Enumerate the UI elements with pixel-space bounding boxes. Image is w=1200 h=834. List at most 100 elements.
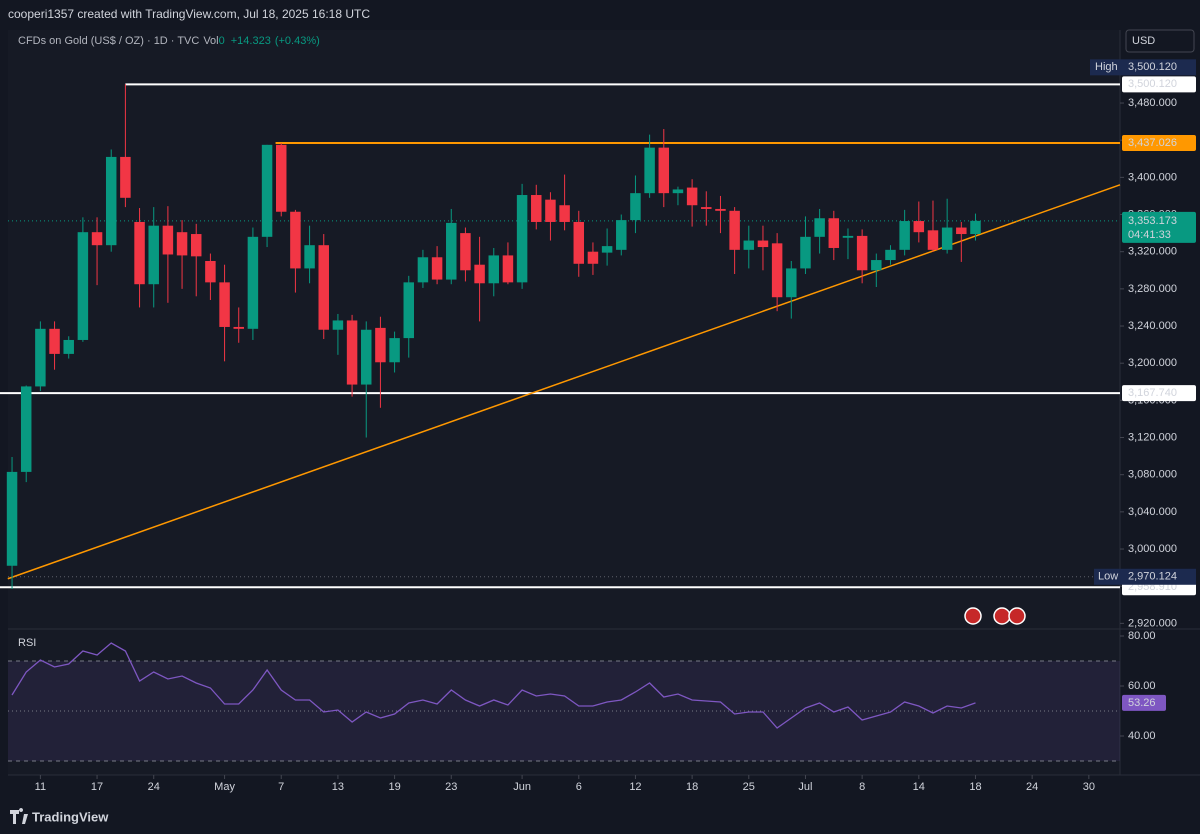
x-tick-label: 18 (969, 781, 981, 793)
candle-body (885, 249, 896, 261)
last-price-box (1122, 211, 1196, 243)
candle-body (941, 227, 953, 250)
level-label: 3,437.026 (1128, 137, 1177, 149)
candle-body (729, 210, 740, 250)
high-label-box (1122, 59, 1196, 76)
candle-body (516, 195, 528, 283)
candle-body (35, 328, 46, 387)
x-tick-label: 11 (35, 781, 46, 793)
candle-body (375, 327, 386, 363)
candle-body (431, 257, 443, 280)
level-label-box (1122, 76, 1196, 93)
x-tick-label: 6 (576, 781, 582, 793)
brand-logo (10, 808, 28, 824)
candle-body (899, 221, 910, 250)
candle-body (304, 245, 315, 269)
change: +14.323 (231, 35, 271, 47)
candle-body (913, 221, 925, 233)
brand: TradingView (32, 809, 109, 824)
candle-body (318, 245, 329, 330)
last-price-label: 3,353.173 (1128, 215, 1177, 227)
candle-body (644, 147, 655, 194)
level-label: 3,167.740 (1128, 387, 1177, 399)
candle-body (176, 232, 188, 256)
x-tick-label: 24 (1026, 781, 1038, 793)
candle-body (233, 326, 244, 329)
x-tick-label: 23 (445, 781, 457, 793)
candle-body (247, 236, 259, 329)
volume: 0 (219, 35, 225, 47)
x-tick-label: 8 (859, 781, 865, 793)
x-tick-label: 12 (629, 781, 641, 793)
legend: CFDs on Gold (US$ / OZ) · 1D · TVC Vol0 +1… (18, 35, 320, 47)
event-icon[interactable] (964, 607, 982, 625)
candle-body (162, 225, 174, 255)
candle-body (545, 199, 556, 222)
y-tick-label: 3,120.000 (1128, 431, 1177, 443)
level-label-box (1122, 385, 1196, 402)
candle-body (771, 243, 783, 298)
candle-body (630, 193, 641, 221)
event-icon[interactable] (1008, 607, 1026, 625)
y-tick-label: 3,200.000 (1128, 357, 1177, 369)
y-tick-label: 2,920.000 (1128, 617, 1177, 629)
candle-body (332, 320, 344, 330)
candle-body (672, 189, 684, 194)
candle-body (970, 220, 981, 235)
x-tick-label: 17 (91, 781, 103, 793)
candle-body (77, 232, 89, 340)
candle-body (190, 234, 202, 257)
currency[interactable]: USD (1132, 35, 1155, 47)
candle-body (559, 205, 570, 222)
x-tick-label: 25 (743, 781, 755, 793)
footer-bar (0, 800, 1200, 834)
event-icon[interactable] (993, 607, 1011, 625)
candle-body (856, 235, 868, 271)
candle-body (219, 282, 230, 327)
candle-body (927, 230, 939, 250)
legend-title: CFDs on Gold (US$ / OZ) · 1D · TVC (18, 35, 199, 47)
y-tick-label: 3,400.000 (1128, 171, 1177, 183)
candle-body (715, 208, 726, 211)
volume-name: Vol (203, 35, 218, 47)
currency-box[interactable] (1125, 29, 1195, 53)
low-label: 2,970.124 (1128, 571, 1177, 583)
candle-body (658, 147, 670, 194)
trendline (7, 184, 1121, 580)
header-text: cooperi1357 created with TradingView.com… (8, 7, 370, 21)
candle-body (134, 221, 145, 285)
high-name: High (1095, 61, 1118, 73)
x-tick-label: 24 (148, 781, 160, 793)
candle-body (800, 236, 811, 269)
candle-body (956, 227, 967, 235)
y-tick-label: 3,000.000 (1128, 543, 1177, 555)
candle-body (828, 218, 840, 248)
rsi-tick-label: 80.00 (1128, 630, 1156, 642)
candle-body (417, 257, 429, 283)
x-tick-label: Jul (798, 781, 812, 793)
x-tick-label: May (214, 781, 235, 793)
candle-body (361, 329, 372, 385)
candle-body (616, 220, 627, 250)
candle-body (275, 144, 287, 212)
candle-body (446, 222, 457, 280)
low-name: Low (1098, 571, 1118, 583)
x-tick-label: 14 (913, 781, 925, 793)
candle-body (814, 218, 825, 237)
candle-body (686, 187, 698, 206)
x-tick-label: 19 (388, 781, 400, 793)
y-tick-label: 3,280.000 (1128, 283, 1177, 295)
rsi-tick-label: 40.00 (1128, 730, 1156, 742)
candle-body (786, 268, 797, 298)
y-tick-label: 3,480.000 (1128, 97, 1177, 109)
candle-body (531, 195, 542, 222)
x-tick-label: 13 (332, 781, 344, 793)
candle-body (105, 156, 117, 246)
y-tick-label: 3,040.000 (1128, 506, 1177, 518)
rsi-line (11, 642, 976, 729)
event-icons[interactable] (964, 607, 1026, 625)
candle-body (91, 232, 103, 246)
y-tick-label: 3,080.000 (1128, 469, 1177, 481)
